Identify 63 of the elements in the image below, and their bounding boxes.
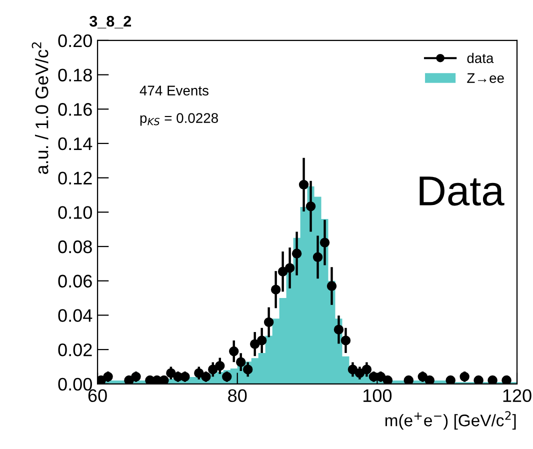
- x-axis-title: m(e$^{+}$e$^{−}$) [GeV/c$^{2}$]: [385, 411, 516, 430]
- point: [180, 372, 190, 382]
- point: [502, 375, 512, 384]
- y-tick-label: 0.12: [58, 172, 92, 185]
- point: [250, 339, 260, 349]
- point: [298, 180, 309, 190]
- point: [270, 284, 281, 294]
- point: [354, 368, 365, 378]
- point: [124, 375, 134, 384]
- point: [159, 375, 169, 384]
- point: [306, 201, 316, 212]
- point: [312, 252, 323, 262]
- point: [446, 375, 456, 384]
- point: [229, 346, 239, 356]
- point: [166, 368, 176, 378]
- y-axis-title: a.u. / 1.0 GeV/c$^{2}$: [32, 42, 48, 174]
- y-tick-label: 0.14: [58, 137, 92, 150]
- point: [340, 336, 351, 346]
- y-tick-label: 0.06: [58, 274, 92, 288]
- legend-label: Z→ee: [467, 73, 504, 84]
- point: [460, 372, 470, 382]
- y-tick-label: 0.16: [58, 103, 92, 116]
- point: [103, 372, 113, 382]
- y-tick-label: 0.04: [58, 309, 92, 322]
- point: [236, 357, 246, 367]
- point: [256, 336, 267, 346]
- point: [488, 375, 498, 384]
- y-tick-label: 0.00: [58, 378, 92, 391]
- x-tick-label: 120: [503, 389, 532, 402]
- point: [131, 372, 141, 382]
- point: [208, 364, 218, 374]
- point: [326, 281, 337, 291]
- x-tick-label: 60: [88, 389, 107, 402]
- point: [320, 238, 330, 248]
- annotation: 474 Events: [140, 86, 208, 96]
- x-tick-label: 100: [364, 389, 392, 402]
- annotation: p$_{KS}$ = 0.0228: [140, 113, 218, 126]
- point: [278, 266, 288, 276]
- y-tick-label: 0.20: [58, 34, 92, 48]
- chart-title: 3_8_2: [90, 16, 132, 28]
- point: [418, 372, 428, 382]
- y-tick-label: 0.18: [58, 68, 92, 82]
- point: [348, 364, 358, 374]
- point: [404, 375, 414, 384]
- point: [222, 372, 232, 382]
- point: [292, 248, 302, 258]
- annotation: Data: [420, 176, 504, 206]
- point: [201, 372, 211, 382]
- point: [264, 317, 274, 328]
- point: [362, 364, 372, 374]
- point: [424, 375, 434, 384]
- point: [194, 368, 204, 378]
- y-tick-label: 0.02: [58, 343, 92, 356]
- y-tick-label: 0.08: [58, 240, 92, 254]
- point: [215, 361, 225, 371]
- point: [474, 375, 484, 384]
- point: [382, 375, 393, 384]
- y-tick-label: 0.10: [58, 206, 92, 219]
- point: [334, 324, 344, 334]
- point: [242, 364, 253, 374]
- point: [284, 263, 295, 273]
- x-tick-label: 80: [228, 389, 247, 402]
- legend-label: data: [467, 52, 494, 64]
